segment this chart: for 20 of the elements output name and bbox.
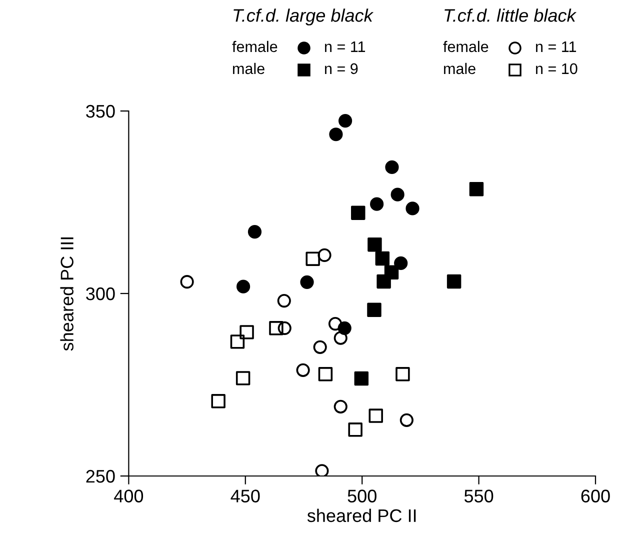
y-tick-label: 350 (86, 104, 115, 118)
x-tick-label: 400 (114, 490, 144, 502)
text: n = 11 (536, 41, 576, 52)
legend-label: male (444, 62, 476, 74)
legend-label: female (443, 40, 488, 52)
x-tick-label: 550 (464, 490, 494, 502)
text: n = 9 (325, 63, 358, 74)
legend-label: female (232, 40, 278, 52)
legend-label: male (233, 62, 264, 74)
y-tick-label: 250 (86, 470, 115, 483)
x-axis-title: sheared PC II (307, 508, 416, 522)
x-tick-label: 500 (348, 490, 376, 502)
y-axis-title: sheared PC III (60, 237, 74, 351)
y-tick-label: 300 (86, 287, 115, 300)
x-tick-label: 450 (230, 490, 260, 502)
text: n = 10 (536, 63, 578, 74)
text: T.cf.d. large black (234, 8, 374, 26)
text: T.cf.d. little black (444, 8, 577, 22)
text: n = 11 (325, 41, 366, 52)
x-tick-label: 600 (581, 490, 610, 502)
